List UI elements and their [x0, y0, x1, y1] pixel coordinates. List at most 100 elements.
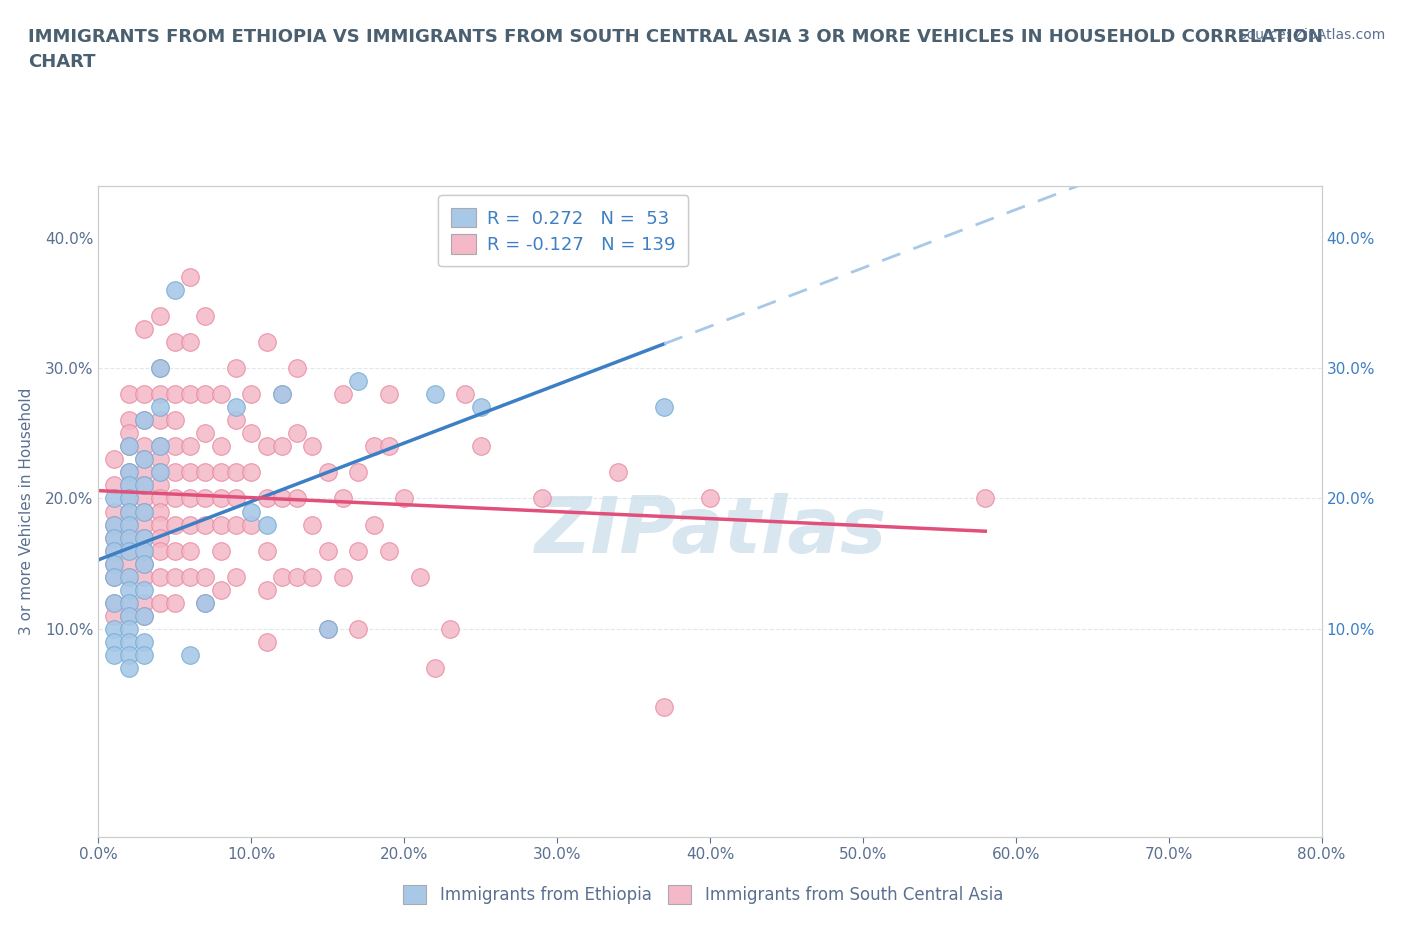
Point — [118, 478, 141, 493]
Point — [285, 426, 308, 441]
Point — [470, 400, 492, 415]
Point — [103, 504, 125, 519]
Point — [118, 439, 141, 454]
Point — [103, 543, 125, 558]
Point — [225, 569, 247, 584]
Point — [163, 595, 186, 610]
Point — [118, 569, 141, 584]
Point — [134, 478, 156, 493]
Point — [103, 530, 125, 545]
Point — [134, 322, 156, 337]
Point — [256, 582, 278, 597]
Point — [103, 530, 125, 545]
Point — [118, 634, 141, 649]
Point — [103, 556, 125, 571]
Point — [134, 465, 156, 480]
Point — [332, 569, 354, 584]
Point — [103, 608, 125, 623]
Point — [134, 569, 156, 584]
Point — [225, 491, 247, 506]
Point — [149, 439, 172, 454]
Point — [163, 465, 186, 480]
Point — [240, 387, 263, 402]
Point — [118, 543, 141, 558]
Point — [149, 595, 172, 610]
Point — [149, 413, 172, 428]
Point — [194, 465, 217, 480]
Point — [378, 543, 401, 558]
Point — [134, 608, 156, 623]
Point — [270, 387, 292, 402]
Point — [149, 439, 172, 454]
Point — [179, 335, 201, 350]
Point — [209, 582, 232, 597]
Point — [179, 517, 201, 532]
Point — [118, 387, 141, 402]
Point — [134, 413, 156, 428]
Point — [194, 517, 217, 532]
Point — [209, 387, 232, 402]
Point — [347, 465, 370, 480]
Point — [378, 439, 401, 454]
Point — [225, 361, 247, 376]
Point — [240, 504, 263, 519]
Point — [134, 504, 156, 519]
Point — [118, 530, 141, 545]
Point — [118, 426, 141, 441]
Point — [240, 517, 263, 532]
Point — [316, 543, 339, 558]
Point — [103, 569, 125, 584]
Point — [118, 491, 141, 506]
Point — [134, 530, 156, 545]
Point — [163, 413, 186, 428]
Point — [347, 543, 370, 558]
Point — [285, 361, 308, 376]
Point — [974, 491, 997, 506]
Point — [240, 465, 263, 480]
Point — [134, 387, 156, 402]
Legend: R =  0.272   N =  53, R = -0.127   N = 139: R = 0.272 N = 53, R = -0.127 N = 139 — [439, 195, 688, 266]
Point — [256, 543, 278, 558]
Point — [118, 595, 141, 610]
Point — [179, 439, 201, 454]
Point — [103, 647, 125, 662]
Point — [149, 569, 172, 584]
Point — [470, 439, 492, 454]
Point — [301, 439, 323, 454]
Text: Source: ZipAtlas.com: Source: ZipAtlas.com — [1237, 28, 1385, 42]
Point — [134, 543, 156, 558]
Point — [149, 387, 172, 402]
Text: IMMIGRANTS FROM ETHIOPIA VS IMMIGRANTS FROM SOUTH CENTRAL ASIA 3 OR MORE VEHICLE: IMMIGRANTS FROM ETHIOPIA VS IMMIGRANTS F… — [28, 28, 1323, 71]
Point — [256, 491, 278, 506]
Point — [118, 569, 141, 584]
Point — [270, 387, 292, 402]
Point — [103, 556, 125, 571]
Point — [179, 543, 201, 558]
Point — [134, 452, 156, 467]
Point — [301, 517, 323, 532]
Point — [699, 491, 721, 506]
Point — [225, 413, 247, 428]
Point — [149, 400, 172, 415]
Point — [134, 530, 156, 545]
Point — [163, 569, 186, 584]
Point — [134, 543, 156, 558]
Point — [194, 387, 217, 402]
Point — [209, 517, 232, 532]
Point — [240, 426, 263, 441]
Point — [530, 491, 553, 506]
Point — [408, 569, 430, 584]
Point — [454, 387, 477, 402]
Point — [363, 439, 385, 454]
Point — [118, 582, 141, 597]
Point — [316, 621, 339, 636]
Point — [134, 478, 156, 493]
Point — [270, 491, 292, 506]
Point — [118, 504, 141, 519]
Point — [149, 491, 172, 506]
Point — [118, 478, 141, 493]
Point — [347, 621, 370, 636]
Point — [316, 621, 339, 636]
Point — [118, 556, 141, 571]
Point — [103, 569, 125, 584]
